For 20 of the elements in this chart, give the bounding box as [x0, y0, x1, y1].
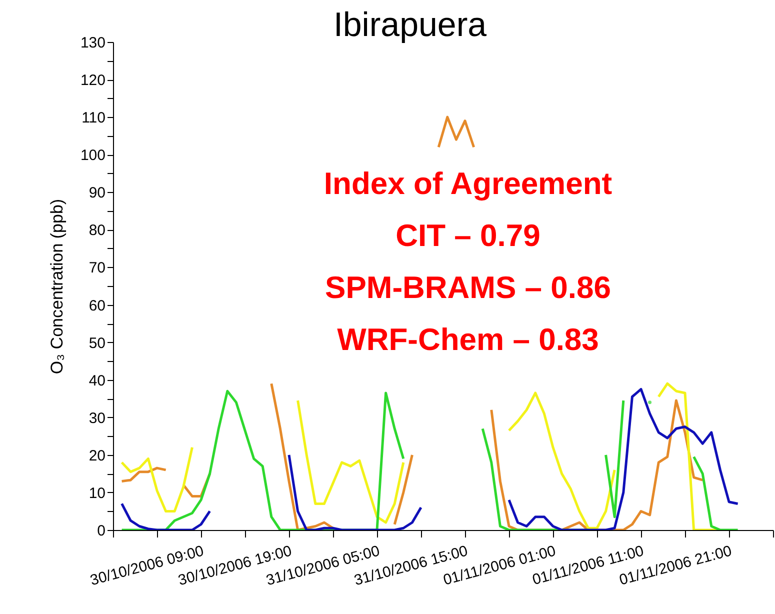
y-axis-title: O₃ Concentration (ppb) [47, 198, 66, 374]
y-tick-label: 100 [80, 147, 106, 164]
y-tick-label: 130 [80, 34, 106, 52]
y-tick-label: 10 [88, 484, 106, 502]
chart-title: Ibirapuera [333, 6, 487, 44]
y-tick-label: 120 [80, 72, 106, 90]
annotation: CIT – 0.79 [396, 218, 540, 253]
y-tick-label: 50 [88, 334, 106, 352]
annotation: WRF-Chem – 0.83 [337, 322, 599, 357]
y-tick-label: 20 [88, 447, 106, 464]
y-tick-label: 80 [88, 222, 106, 240]
y-tick-label: 60 [88, 297, 106, 314]
y-tick-label: 90 [88, 184, 106, 202]
y-tick-label: 70 [88, 260, 106, 277]
annotation: SPM-BRAMS – 0.86 [325, 270, 611, 305]
y-tick-label: 0 [97, 522, 106, 540]
annotation: Index of Agreement [324, 166, 612, 201]
y-tick-label: 110 [82, 110, 106, 127]
y-tick-label: 40 [88, 372, 106, 390]
y-tick-label: 30 [88, 410, 106, 427]
